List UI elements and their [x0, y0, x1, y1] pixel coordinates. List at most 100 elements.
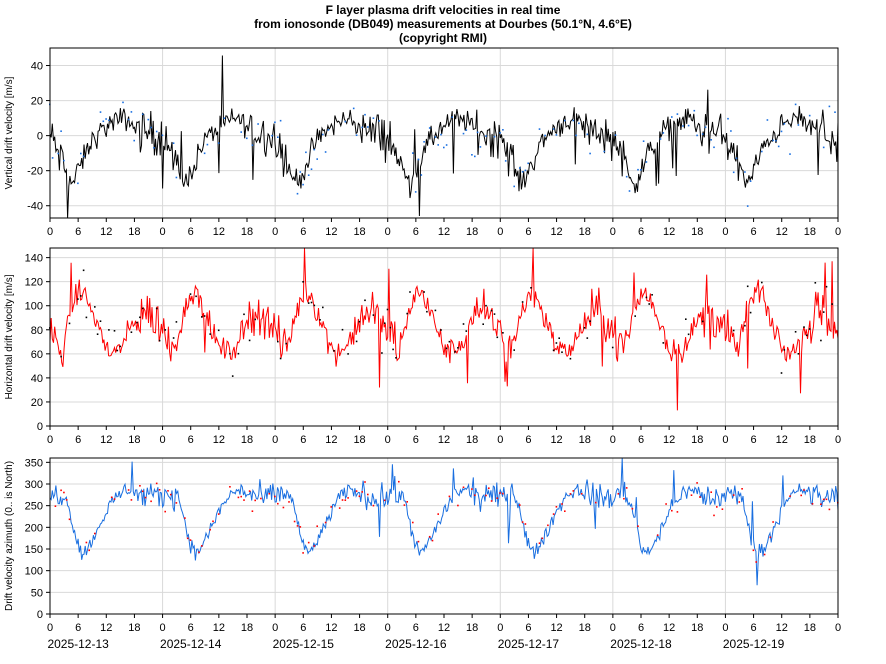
data-point — [713, 514, 715, 517]
x-tick-label: 12 — [213, 622, 225, 634]
y-tick-label: 50 — [31, 587, 43, 599]
data-point — [465, 129, 468, 131]
data-point — [63, 491, 65, 494]
x-tick-label: 18 — [579, 226, 591, 238]
data-point — [367, 493, 369, 496]
data-point — [828, 105, 831, 108]
data-point — [448, 495, 451, 498]
data-point — [825, 285, 828, 288]
data-point — [445, 144, 448, 146]
data-point — [586, 337, 589, 339]
chart-title-line2: from ionosonde (DB049) measurements at D… — [254, 17, 632, 31]
x-tick-label: 12 — [438, 622, 450, 634]
data-point — [687, 124, 690, 127]
x-tick-label: 0 — [47, 622, 53, 634]
data-point — [355, 340, 358, 343]
date-label: 2025-12-19 — [723, 637, 785, 651]
x-tick-label: 0 — [385, 226, 391, 238]
data-point — [642, 140, 645, 142]
data-point — [541, 537, 544, 540]
data-point — [800, 494, 802, 497]
data-point — [322, 133, 324, 136]
x-tick-label: 12 — [100, 434, 112, 446]
data-point — [372, 314, 375, 316]
x-tick-label: 12 — [776, 622, 788, 634]
data-point — [153, 147, 155, 149]
data-point — [741, 488, 743, 490]
data-point — [409, 291, 411, 293]
data-point — [85, 541, 88, 544]
data-point — [552, 513, 555, 515]
data-point — [299, 526, 302, 528]
data-point — [310, 168, 313, 170]
data-point — [732, 329, 735, 332]
data-point — [110, 496, 113, 499]
data-point — [302, 183, 304, 186]
data-point — [474, 494, 476, 496]
y-axis-label: Drift velocity azimuth (0.. is North) — [4, 461, 15, 611]
data-point — [361, 126, 363, 129]
series-line-smoothed — [49, 247, 839, 411]
data-point — [457, 347, 459, 349]
data-point — [229, 486, 231, 488]
data-point — [99, 111, 102, 113]
data-point — [482, 323, 484, 325]
x-tick-label: 18 — [241, 622, 253, 634]
data-point — [60, 355, 62, 358]
data-point — [150, 126, 152, 129]
x-tick-label: 6 — [75, 622, 81, 634]
data-point — [701, 133, 704, 135]
plot-area — [50, 48, 838, 218]
y-tick-label: 20 — [31, 96, 43, 108]
data-point — [217, 513, 220, 515]
x-tick-label: 18 — [579, 434, 591, 446]
y-tick-label: 120 — [25, 277, 43, 289]
data-point — [513, 349, 515, 351]
data-point — [209, 333, 211, 335]
data-point — [423, 291, 425, 293]
data-point — [355, 490, 358, 492]
data-point — [440, 329, 442, 331]
x-tick-label: 0 — [160, 434, 166, 446]
data-point — [471, 488, 473, 490]
data-point — [144, 496, 147, 499]
data-point — [476, 131, 479, 134]
data-point — [426, 310, 428, 313]
y-tick-label: 0 — [37, 421, 43, 433]
data-point — [99, 320, 102, 322]
data-point — [544, 134, 546, 137]
data-point — [277, 502, 279, 505]
data-point — [94, 532, 96, 535]
x-tick-label: 18 — [691, 434, 703, 446]
x-tick-label: 0 — [272, 622, 278, 634]
data-point — [437, 513, 439, 515]
data-point — [761, 150, 763, 153]
data-point — [313, 545, 316, 547]
series-dots-measurements — [54, 480, 839, 563]
data-point — [701, 320, 704, 323]
data-point — [307, 541, 310, 544]
x-tick-label: 12 — [100, 226, 112, 238]
x-tick-label: 6 — [751, 622, 757, 634]
data-point — [434, 309, 437, 312]
x-tick-label: 0 — [47, 226, 53, 238]
data-point — [65, 499, 68, 501]
data-point — [617, 493, 620, 495]
data-point — [637, 168, 639, 171]
data-point — [547, 524, 549, 527]
data-point — [521, 171, 524, 173]
data-point — [347, 497, 349, 499]
data-point — [167, 490, 169, 492]
data-point — [783, 123, 786, 125]
data-point — [561, 351, 563, 353]
data-point — [448, 340, 451, 343]
data-point — [96, 333, 99, 335]
data-point — [150, 500, 152, 503]
data-point — [772, 521, 774, 523]
data-point — [651, 294, 653, 296]
data-point — [820, 503, 822, 505]
x-tick-label: 0 — [385, 434, 391, 446]
data-point — [372, 117, 375, 119]
x-tick-label: 0 — [835, 226, 841, 238]
